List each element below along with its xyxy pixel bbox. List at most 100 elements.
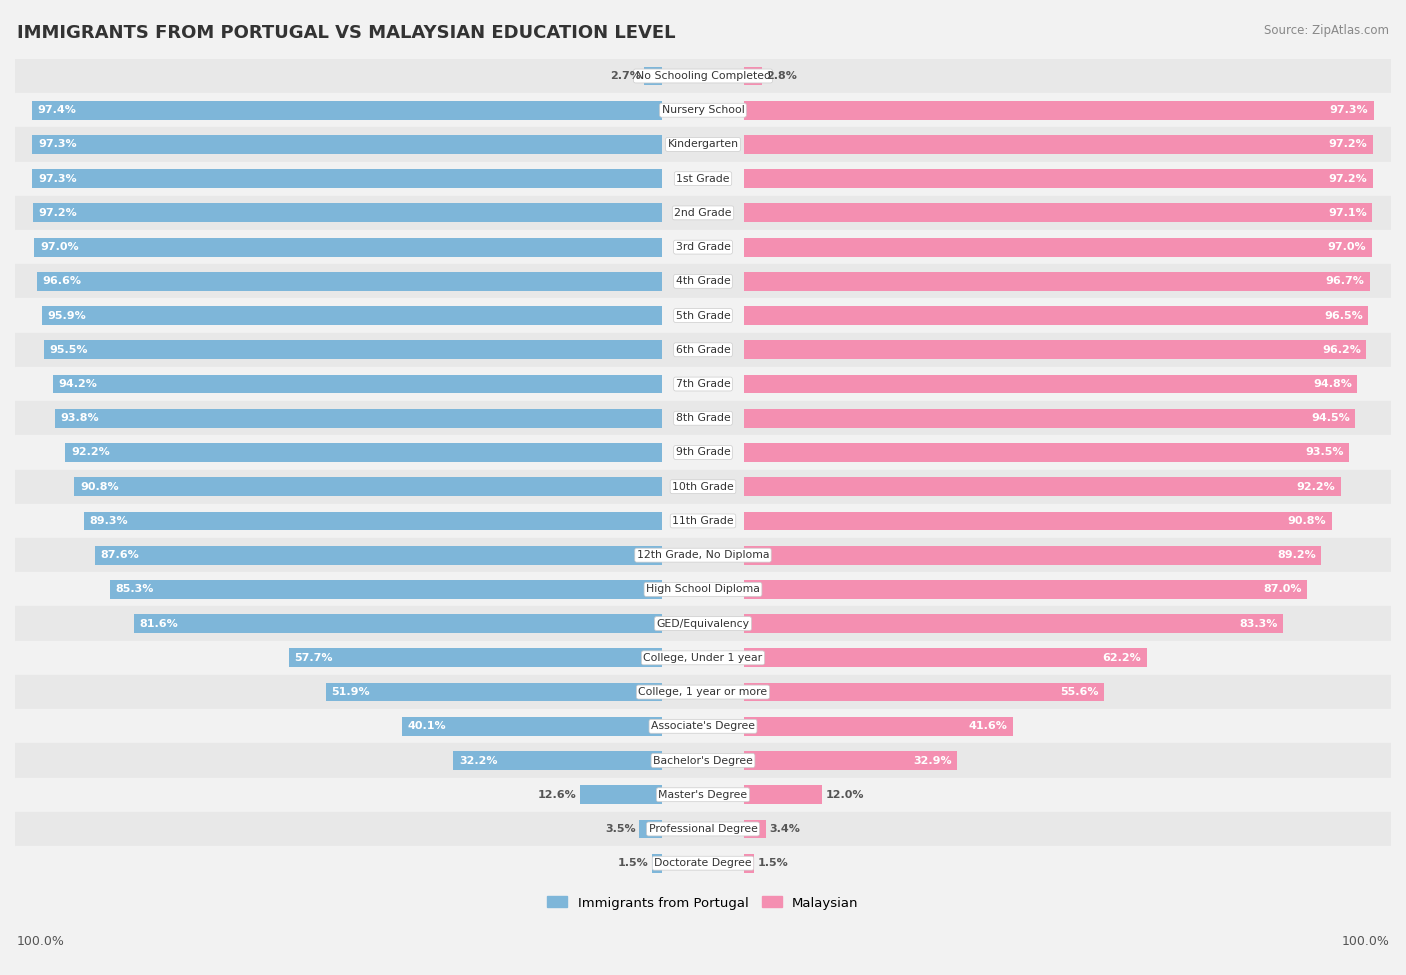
Bar xyxy=(15,778,1391,812)
Bar xyxy=(644,66,662,86)
Text: 97.2%: 97.2% xyxy=(38,208,77,217)
Bar xyxy=(37,272,662,291)
Bar xyxy=(744,135,1372,154)
Bar xyxy=(15,93,1391,128)
Bar xyxy=(15,298,1391,332)
Bar xyxy=(744,820,766,838)
Bar xyxy=(326,682,662,701)
Text: 81.6%: 81.6% xyxy=(139,618,179,629)
Text: 97.1%: 97.1% xyxy=(1329,208,1367,217)
Bar xyxy=(52,374,662,394)
Bar xyxy=(42,306,662,325)
Bar xyxy=(15,196,1391,230)
Bar xyxy=(744,340,1367,359)
Bar xyxy=(15,128,1391,162)
Text: 32.2%: 32.2% xyxy=(458,756,498,765)
Bar xyxy=(55,409,662,428)
Text: 3.4%: 3.4% xyxy=(769,824,800,834)
Text: 12th Grade, No Diploma: 12th Grade, No Diploma xyxy=(637,550,769,561)
Text: Doctorate Degree: Doctorate Degree xyxy=(654,858,752,868)
Text: 94.2%: 94.2% xyxy=(58,379,97,389)
Bar xyxy=(744,614,1284,633)
Text: 5th Grade: 5th Grade xyxy=(676,311,730,321)
Text: 1.5%: 1.5% xyxy=(758,858,789,868)
Bar xyxy=(744,580,1308,599)
Bar xyxy=(66,443,662,462)
Bar xyxy=(744,272,1369,291)
Bar xyxy=(15,401,1391,436)
Text: 7th Grade: 7th Grade xyxy=(676,379,730,389)
Bar xyxy=(744,409,1355,428)
Bar xyxy=(15,470,1391,504)
Bar xyxy=(32,170,662,188)
Bar xyxy=(75,478,662,496)
Text: 93.8%: 93.8% xyxy=(60,413,100,423)
Text: 1st Grade: 1st Grade xyxy=(676,174,730,183)
Bar xyxy=(15,332,1391,367)
Bar xyxy=(15,606,1391,641)
Bar xyxy=(110,580,662,599)
Text: Nursery School: Nursery School xyxy=(662,105,744,115)
Text: 4th Grade: 4th Grade xyxy=(676,276,730,287)
Bar xyxy=(15,367,1391,401)
Text: High School Diploma: High School Diploma xyxy=(647,584,759,595)
Text: 87.0%: 87.0% xyxy=(1263,584,1302,595)
Text: 94.8%: 94.8% xyxy=(1313,379,1351,389)
Text: 96.2%: 96.2% xyxy=(1322,345,1361,355)
Text: 97.3%: 97.3% xyxy=(1330,105,1368,115)
Text: 94.5%: 94.5% xyxy=(1312,413,1350,423)
Text: 96.6%: 96.6% xyxy=(42,276,82,287)
Text: 40.1%: 40.1% xyxy=(408,722,447,731)
Text: Source: ZipAtlas.com: Source: ZipAtlas.com xyxy=(1264,24,1389,37)
Bar xyxy=(744,306,1368,325)
Bar xyxy=(744,751,957,770)
Text: 51.9%: 51.9% xyxy=(332,687,370,697)
Text: Professional Degree: Professional Degree xyxy=(648,824,758,834)
Text: 41.6%: 41.6% xyxy=(969,722,1008,731)
Bar xyxy=(288,648,662,667)
Text: 95.9%: 95.9% xyxy=(46,311,86,321)
Bar xyxy=(744,443,1348,462)
Text: IMMIGRANTS FROM PORTUGAL VS MALAYSIAN EDUCATION LEVEL: IMMIGRANTS FROM PORTUGAL VS MALAYSIAN ED… xyxy=(17,24,675,42)
Text: 89.2%: 89.2% xyxy=(1277,550,1316,561)
Text: 85.3%: 85.3% xyxy=(115,584,153,595)
Text: 11th Grade: 11th Grade xyxy=(672,516,734,526)
Bar xyxy=(15,504,1391,538)
Text: 55.6%: 55.6% xyxy=(1060,687,1098,697)
Bar xyxy=(581,785,662,804)
Bar xyxy=(744,546,1322,565)
Bar xyxy=(744,478,1340,496)
Bar xyxy=(744,204,1372,222)
Text: 8th Grade: 8th Grade xyxy=(676,413,730,423)
Text: 90.8%: 90.8% xyxy=(80,482,118,491)
Bar xyxy=(34,204,662,222)
Text: College, Under 1 year: College, Under 1 year xyxy=(644,653,762,663)
Bar xyxy=(744,512,1331,530)
Bar xyxy=(15,436,1391,470)
Text: 93.5%: 93.5% xyxy=(1305,448,1344,457)
Text: 97.0%: 97.0% xyxy=(1327,242,1367,253)
Text: Master's Degree: Master's Degree xyxy=(658,790,748,799)
Text: 92.2%: 92.2% xyxy=(70,448,110,457)
Bar xyxy=(454,751,662,770)
Bar xyxy=(44,340,662,359)
Bar xyxy=(744,854,754,873)
Bar xyxy=(32,135,662,154)
Text: 97.3%: 97.3% xyxy=(38,139,76,149)
Text: No Schooling Completed: No Schooling Completed xyxy=(636,71,770,81)
Text: 1.5%: 1.5% xyxy=(617,858,648,868)
Bar xyxy=(640,820,662,838)
Bar xyxy=(744,238,1372,256)
Text: 10th Grade: 10th Grade xyxy=(672,482,734,491)
Bar xyxy=(744,374,1357,394)
Bar xyxy=(744,170,1372,188)
Bar xyxy=(744,100,1374,120)
Text: 2nd Grade: 2nd Grade xyxy=(675,208,731,217)
Text: 2.7%: 2.7% xyxy=(610,71,641,81)
Text: 3.5%: 3.5% xyxy=(605,824,636,834)
Text: 97.0%: 97.0% xyxy=(39,242,79,253)
Bar xyxy=(15,230,1391,264)
Bar xyxy=(84,512,662,530)
Text: 32.9%: 32.9% xyxy=(912,756,952,765)
Text: 100.0%: 100.0% xyxy=(17,935,65,948)
